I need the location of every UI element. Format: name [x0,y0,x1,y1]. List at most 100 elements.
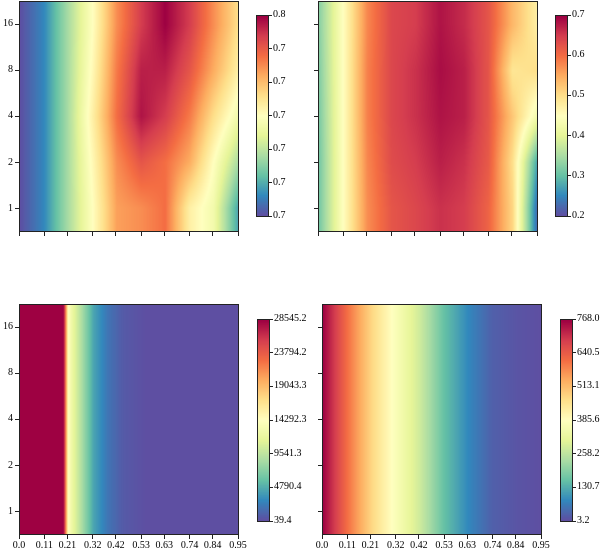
colorbar-tick-label: 768.0 [577,313,600,324]
colorbar-tick-label: 4790.4 [274,481,302,493]
y-tick-mark [318,372,322,374]
colorbar-tick-mark [573,486,576,488]
colorbar-gradient [556,16,567,216]
x-tick-label: 0.63 [458,540,476,551]
x-tick-mark [140,232,142,236]
y-tick-label: 4 [8,110,13,122]
colorbar-tick-mark [269,215,272,217]
colorbar-tick-label: 39.4 [274,515,292,526]
colorbar-tick-label: 0.7 [273,210,286,221]
colorbar-tick-label: 640.5 [577,346,600,358]
x-tick-label: 0.0 [12,540,26,551]
x-tick-mark [443,535,445,539]
colorbar-tick-mark [573,385,576,387]
colorbar-tick-mark [568,175,571,177]
y-tick-label: 2 [8,459,13,471]
heatmap-image [319,2,537,231]
heatmap-image [20,2,238,231]
colorbar-gradient [258,320,269,521]
colorbar-tick-label: 0.6 [572,49,585,61]
colorbar-tick-mark [269,48,272,49]
y-tick-mark [318,511,322,513]
x-tick-mark [115,232,117,236]
x-tick-mark [163,535,165,539]
colorbar-tick-label: 23794.2 [274,346,307,358]
x-tick-mark [212,535,214,539]
colorbar-tick-label: 14292.3 [274,414,307,425]
colorbar-tick-label: 0.7 [572,9,585,20]
colorbar-tick-label: 0.5 [572,89,585,101]
x-tick-mark [439,232,441,236]
x-tick-label: 0.95 [229,540,247,551]
colorbar-tick-mark [573,318,576,320]
colorbar-tick-label: 0.3 [572,169,585,181]
x-tick-mark [365,232,367,236]
y-tick-label: 8 [8,64,13,76]
y-tick-mark [318,326,322,328]
y-tick-mark [15,115,19,117]
x-tick-mark [321,535,323,539]
colorbar-top-left [256,15,269,217]
x-tick-mark [466,535,468,539]
heatmap-axes-top-left [19,1,239,232]
colorbar-tick-mark [573,520,576,522]
colorbar-tick-mark [269,148,272,150]
x-tick-label: 0.84 [203,540,222,551]
colorbar-tick-mark [269,14,272,16]
x-tick-label: 0.11 [338,540,356,551]
y-tick-mark [15,326,19,328]
colorbar-tick-mark [568,54,571,56]
colorbar-tick-mark [568,215,571,217]
colorbar-tick-mark [270,453,273,455]
x-tick-label: 0.74 [483,540,502,551]
x-tick-label: 0.53 [132,540,150,551]
colorbar-top-right [555,15,568,217]
x-tick-label: 0.32 [387,540,405,551]
y-tick-mark [314,115,318,117]
x-tick-mark [488,232,490,236]
x-tick-label: 0.11 [35,540,53,551]
x-tick-label: 0.63 [155,540,173,551]
x-tick-mark [391,232,393,236]
colorbar-tick-label: 19043.3 [274,380,307,392]
y-tick-label: 1 [8,202,13,214]
heatmap-axes-top-right [318,1,538,232]
colorbar-tick-mark [573,352,576,354]
y-tick-label: 2 [8,156,13,168]
colorbar-tick-mark [270,385,273,387]
colorbar-tick-mark [269,115,272,116]
heatmap-axes-bottom-right [322,304,542,535]
colorbar-tick-label: 0.7 [273,42,286,54]
colorbar-tick-label: 0.7 [273,143,286,154]
x-tick-mark [414,232,416,236]
y-tick-mark [15,418,19,420]
y-tick-mark [314,23,318,25]
y-tick-mark [314,162,318,164]
colorbar-tick-mark [568,135,571,137]
x-tick-label: 0.42 [107,540,125,551]
colorbar-tick-label: 0.7 [273,176,286,188]
x-tick-mark [540,535,542,539]
x-tick-mark [369,535,371,539]
colorbar-gradient [561,320,572,521]
x-tick-label: 0.32 [84,540,102,551]
colorbar-tick-label: 258.2 [577,447,600,459]
x-tick-mark [212,232,214,236]
colorbar-tick-label: 0.4 [572,129,585,141]
x-tick-mark [66,232,68,236]
colorbar-tick-mark [270,486,273,488]
x-tick-mark [237,535,239,539]
x-tick-label: 0.74 [180,540,199,551]
x-tick-mark [189,232,191,236]
colorbar-tick-mark [269,81,272,83]
colorbar-tick-label: 0.8 [273,9,286,20]
x-tick-mark [92,232,94,236]
colorbar-tick-mark [270,419,273,421]
x-tick-mark [346,535,348,539]
x-tick-mark [115,535,117,539]
colorbar-tick-mark [573,419,576,421]
x-tick-mark [536,232,538,236]
x-tick-mark [317,232,319,236]
y-tick-mark [318,465,322,467]
x-tick-label: 0.95 [532,540,550,551]
